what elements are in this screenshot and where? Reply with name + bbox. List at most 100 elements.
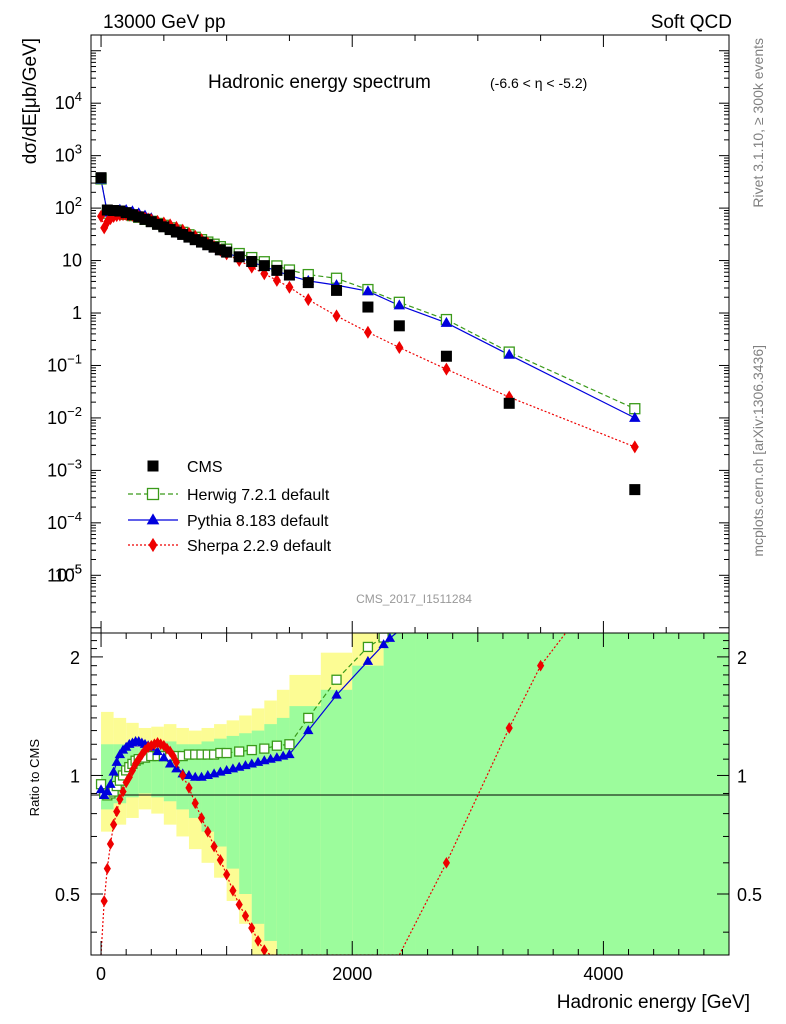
ratio-ytick-label-right: 2 (737, 648, 747, 668)
ratio-point-sherpa (248, 922, 256, 934)
band-inner (383, 633, 416, 955)
ratio-point-sherpa (169, 750, 177, 762)
ratio-point-sherpa (119, 785, 127, 798)
main-point-cms (258, 260, 270, 272)
main-point-cms (271, 264, 283, 276)
ratio-point-sherpa (150, 738, 159, 751)
main-point-cms (331, 284, 343, 296)
main-point-cms (202, 239, 214, 251)
ratio-point-sherpa (191, 797, 199, 810)
band-inner (352, 665, 384, 955)
ratio-point-sherpa (179, 769, 187, 782)
main-point-cms (95, 172, 107, 184)
ratio-point-pythia (362, 655, 374, 665)
main-point-pythia (362, 285, 374, 296)
ratio-point-sherpa (116, 793, 124, 806)
ratio-point-sherpa (113, 805, 121, 818)
legend-marker-cms (147, 460, 159, 472)
legend-marker-herwig (146, 487, 160, 501)
main-point-sherpa (395, 341, 404, 355)
ratio-point-sherpa (537, 659, 545, 672)
main-point-cms (246, 255, 258, 267)
main-point-cms (158, 221, 170, 233)
ratio-point-sherpa (172, 756, 181, 769)
ratio-point-pythia (183, 770, 195, 780)
ratio-point-herwig (234, 746, 245, 757)
main-point-sherpa (630, 440, 639, 454)
band-inner (320, 689, 353, 955)
ratio-point-sherpa (185, 782, 193, 794)
header-left: 13000 GeV pp (103, 12, 226, 33)
ratio-point-herwig (259, 743, 270, 754)
ratio-point-sherpa (103, 862, 111, 875)
main-point-sherpa (363, 325, 372, 339)
main-point-pythia (440, 316, 453, 327)
main-line-herwig (100, 178, 636, 410)
main-point-cms (629, 484, 641, 496)
ratio-point-herwig (221, 747, 232, 759)
ratio-point-pythia (152, 746, 163, 756)
ratio-point-herwig (271, 740, 283, 751)
ratio-point-sherpa (100, 895, 108, 907)
main-point-cms (133, 211, 145, 223)
main-ytick-label: 103 (55, 142, 82, 166)
band-inner (188, 744, 202, 818)
main-point-sherpa (272, 273, 281, 287)
main-point-sherpa (285, 280, 294, 294)
ratio-panel-frame (90, 632, 730, 956)
ratio-point-sherpa (125, 771, 133, 784)
band-inner (251, 730, 265, 924)
main-ytick-label: 10−2 (47, 404, 82, 428)
legend-label-pythia: Pythia 8.183 default (187, 513, 329, 530)
band-inner (201, 741, 215, 832)
ratio-axes: 0.5 0.5 1 1 2 2 0 2000 4000 (55, 633, 762, 984)
ratio-point-herwig (284, 739, 295, 750)
ratio-ytick-label-left: 1 (70, 766, 80, 786)
legend: CMS Herwig 7.2.1 default Pythia 8.183 defa… (128, 459, 332, 555)
ratio-ytick-label-left: 0.5 (55, 885, 80, 905)
ratio-point-pythia (303, 725, 314, 735)
ratio-point-pythia (108, 766, 119, 776)
main-point-cms (302, 277, 314, 289)
ratio-point-pythia (164, 758, 176, 768)
main-point-pythia (393, 299, 406, 310)
main-point-cms (170, 226, 182, 238)
ratio-point-pythia (384, 633, 396, 642)
ratio-point-pythia (378, 639, 389, 649)
main-point-cms (152, 218, 164, 230)
ratio-ytick-label-left: 2 (70, 648, 80, 668)
xlabel: Hadronic energy [GeV] (557, 992, 750, 1013)
main-point-cms (101, 204, 113, 216)
ratio-ylabel: Ratio to CMS (27, 739, 42, 817)
ratio-plot-area (95, 633, 567, 955)
xtick-label: 4000 (583, 964, 623, 984)
main-point-cms (189, 234, 201, 246)
ratio-point-sherpa (163, 742, 171, 755)
ratio-point-sherpa (210, 840, 218, 853)
watermark: CMS_2017_I1511284 (356, 592, 472, 606)
ratio-point-sherpa (106, 838, 115, 850)
xtick-label: 0 (96, 964, 106, 984)
ratio-point-sherpa (216, 854, 224, 866)
rivet-label: Rivet 3.1.10, ≥ 300k events (750, 38, 766, 208)
ratio-point-sherpa (153, 736, 162, 749)
legend-marker-pythia (146, 513, 160, 525)
main-point-cms (183, 231, 195, 243)
main-point-cms (177, 228, 189, 240)
ratio-point-sherpa (505, 722, 513, 734)
main-point-cms (164, 224, 176, 236)
ratio-point-sherpa (110, 818, 118, 831)
ratio-point-sherpa (197, 812, 206, 824)
main-point-pythia (503, 348, 515, 359)
ratio-point-sherpa (128, 764, 137, 777)
ratio-point-sherpa (229, 884, 237, 897)
main-point-cms (503, 397, 515, 409)
main-line-pythia (100, 179, 636, 419)
band-inner (214, 738, 227, 847)
main-point-cms (120, 207, 132, 219)
main-point-cms (108, 205, 120, 217)
main-plot-area (95, 172, 641, 496)
main-ytick-label: 10−5 (47, 561, 82, 585)
